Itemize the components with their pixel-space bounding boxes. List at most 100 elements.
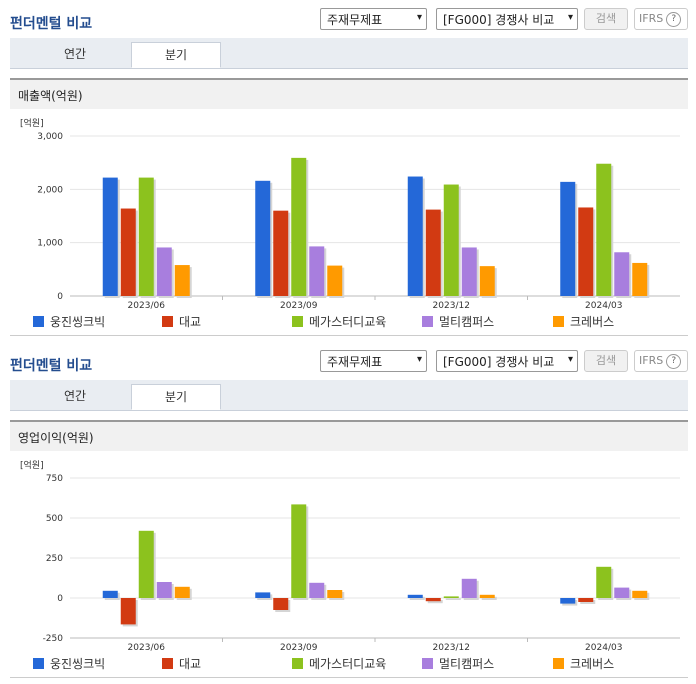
x-tick-label: 2023/12 [433,301,470,310]
bar [479,594,495,598]
legend-label: 멀티캠퍼스 [439,315,495,329]
bar [174,265,190,296]
chart-legend: 웅진씽크빅 대교 메가스터디교육 멀티캠퍼스 크레버스 [0,313,696,331]
unit-label: [억원] [20,459,44,471]
ifrs-label: IFRS [639,354,664,367]
peer-group-value: [FG000] 경쟁사 비교 [443,355,555,369]
bar [156,247,172,296]
y-tick-label: 0 [57,292,63,302]
legend-label: 크레버스 [570,315,615,329]
legend-item[interactable]: 웅진씽크빅 [33,313,105,330]
legend-swatch [422,316,433,327]
x-tick-label: 2023/06 [128,301,166,310]
statement-type-value: 주재무제표 [327,13,383,27]
chart-title: 매출액(억원) [18,89,83,103]
legend-item[interactable]: 웅진씽크빅 [33,655,105,672]
chart-header: 영업이익(억원) [10,420,688,451]
revenue-chart: [억원] 0 1,000 2,000 3,000 2023/06 2023/09 2023/1… [20,117,680,310]
help-icon[interactable]: ? [666,11,682,27]
section-title: 펀더멘털 비교 [10,358,93,374]
legend-swatch [553,316,564,327]
statement-type-value: 주재무제표 [327,355,383,369]
section-divider [10,335,688,336]
bar [479,266,495,296]
x-tick-label: 2023/06 [128,643,166,652]
legend-swatch [292,658,303,669]
bar [425,598,441,602]
search-button[interactable]: 검색 [584,350,628,372]
legend-item[interactable]: 메가스터디교육 [292,655,386,672]
period-tabs: 연간 분기 [10,38,688,69]
y-tick-label: 0 [57,594,63,604]
peer-group-select[interactable]: [FG000] 경쟁사 비교 ▾ [436,350,578,372]
tab-quarterly[interactable]: 분기 [131,42,221,68]
chevron-down-icon: ▾ [567,12,573,23]
legend-label: 크레버스 [570,657,615,671]
tab-annual[interactable]: 연간 [63,389,87,403]
statement-type-select[interactable]: 주재무제표 ▾ [320,350,427,372]
bar [327,590,343,598]
peer-group-value: [FG000] 경쟁사 비교 [443,13,555,27]
x-tick-label: 2023/12 [433,643,470,652]
bar [614,252,630,296]
legend-item[interactable]: 메가스터디교육 [292,313,386,330]
bar [120,598,136,625]
bar [596,163,612,296]
legend-label: 대교 [179,657,202,671]
chevron-down-icon: ▾ [416,12,422,23]
bar [425,209,441,296]
legend-item[interactable]: 멀티캠퍼스 [422,655,494,672]
bar-shadow [427,600,443,604]
section-title: 펀더멘털 비교 [10,16,93,32]
y-tick-label: 750 [46,474,63,484]
legend-swatch [422,658,433,669]
legend-item[interactable]: 대교 [162,313,201,330]
legend-swatch [162,316,173,327]
x-tick-label: 2023/09 [280,301,318,310]
bar [120,208,136,296]
fundamental-section-operating-income: 펀더멘털 비교 주재무제표 ▾ [FG000] 경쟁사 비교 ▾ 검색 IFRS… [0,342,696,684]
operating-income-chart: [억원] -250 0 250 500 750 2023/06 2023/09 2023/12 2… [20,459,680,652]
chevron-down-icon: ▾ [416,354,422,365]
tab-annual[interactable]: 연간 [63,47,87,61]
bar [309,246,325,296]
bar [291,504,307,598]
bar [156,582,172,598]
legend-label: 웅진씽크빅 [50,657,106,671]
ifrs-label: IFRS [639,12,664,25]
bar [255,180,271,296]
legend-item[interactable]: 대교 [162,655,201,672]
bar-shadow [481,596,497,600]
x-tick-label: 2024/03 [585,301,622,310]
period-tabs: 연간 분기 [10,380,688,411]
y-tick-label: 2,000 [37,185,63,195]
x-tick-label: 2023/09 [280,643,318,652]
ifrs-button[interactable]: IFRS? [634,350,688,372]
help-icon[interactable]: ? [666,353,682,369]
bar [138,530,154,598]
bar-shadow [445,598,461,600]
legend-swatch [33,658,44,669]
bar [291,157,307,296]
ifrs-button[interactable]: IFRS? [634,8,688,30]
legend-item[interactable]: 크레버스 [553,655,614,672]
section-header: 펀더멘털 비교 주재무제표 ▾ [FG000] 경쟁사 비교 ▾ 검색 IFRS… [0,342,696,378]
section-header: 펀더멘털 비교 주재무제표 ▾ [FG000] 경쟁사 비교 ▾ 검색 IFRS… [0,0,696,36]
legend-swatch [33,316,44,327]
legend-item[interactable]: 멀티캠퍼스 [422,313,494,330]
bar [102,590,118,598]
bar [138,177,154,296]
tab-quarterly[interactable]: 분기 [131,384,221,410]
chart-title: 영업이익(억원) [18,431,94,445]
legend-item[interactable]: 크레버스 [553,313,614,330]
search-button[interactable]: 검색 [584,8,628,30]
legend-label: 대교 [179,315,202,329]
bar [443,184,459,296]
bar [596,566,612,598]
legend-label: 웅진씽크빅 [50,315,106,329]
peer-group-select[interactable]: [FG000] 경쟁사 비교 ▾ [436,8,578,30]
bar [578,598,594,602]
fundamental-section-revenue: 펀더멘털 비교 주재무제표 ▾ [FG000] 경쟁사 비교 ▾ 검색 IFRS… [0,0,696,336]
bar-shadow [409,596,425,600]
statement-type-select[interactable]: 주재무제표 ▾ [320,8,427,30]
